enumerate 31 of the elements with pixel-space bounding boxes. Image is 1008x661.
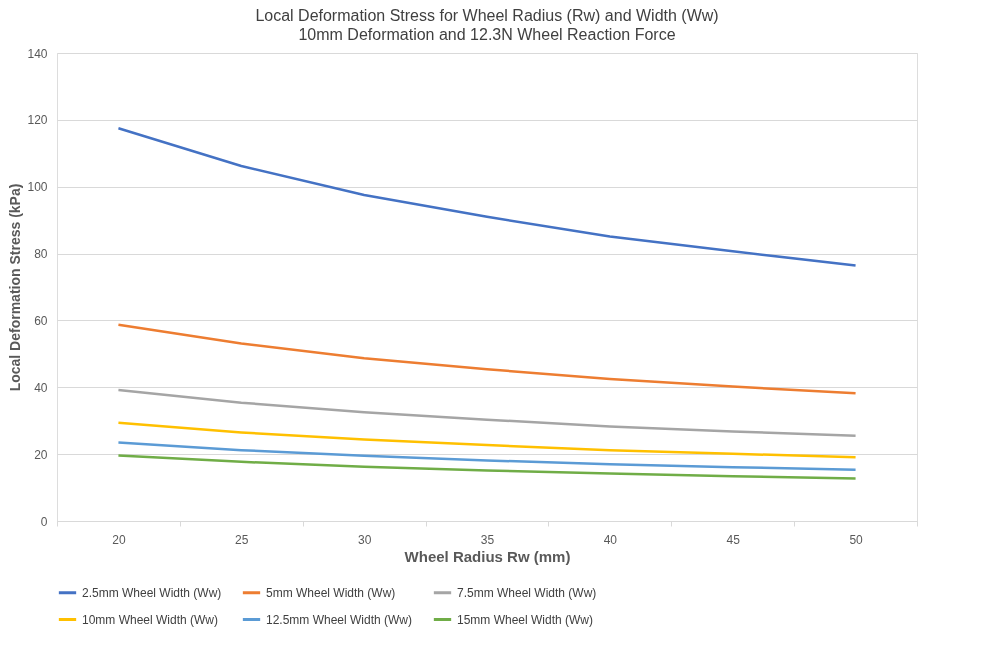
y-tick-label: 100: [27, 180, 48, 195]
x-tick-label: 35: [480, 532, 495, 547]
legend-label: 7.5mm Wheel Width (Ww): [457, 585, 597, 600]
x-tick-label: 40: [603, 532, 618, 547]
legend-label: 15mm Wheel Width (Ww): [457, 612, 594, 627]
y-tick-label: 20: [34, 447, 48, 462]
x-tick-label: 30: [357, 532, 372, 547]
x-tick-label: 50: [849, 532, 864, 547]
legend-label: 2.5mm Wheel Width (Ww): [82, 585, 222, 600]
y-tick-label: 120: [27, 113, 48, 128]
y-tick-label: 60: [34, 313, 48, 328]
y-tick-label: 0: [40, 514, 48, 529]
x-tick-label: 25: [235, 532, 249, 547]
x-tick-label: 20: [112, 532, 126, 547]
line-series: [117, 126, 857, 267]
y-axis-title: Local Deformation Stress (kPa): [7, 183, 24, 392]
legend-label: 5mm Wheel Width (Ww): [266, 585, 396, 600]
line-series: [117, 388, 857, 438]
y-tick-label: 80: [34, 247, 48, 262]
legend-label: 10mm Wheel Width (Ww): [82, 612, 219, 627]
y-tick-label: 40: [34, 380, 48, 395]
line-series: [117, 323, 857, 395]
chart-subtitle: 10mm Deformation and 12.3N Wheel Reaction Force: [298, 26, 676, 43]
chart-title: Local Deformation Stress for Wheel Radius (Rw) and Width (Ww): [255, 7, 719, 24]
line-series: [117, 441, 857, 472]
y-tick-label: 140: [27, 46, 48, 61]
x-axis-title: Wheel Radius Rw (mm): [404, 547, 571, 565]
line-series: [117, 454, 857, 480]
legend-label: 12.5mm Wheel Width (Ww): [266, 612, 413, 627]
x-tick-label: 45: [726, 532, 741, 547]
line-series: [117, 421, 857, 459]
